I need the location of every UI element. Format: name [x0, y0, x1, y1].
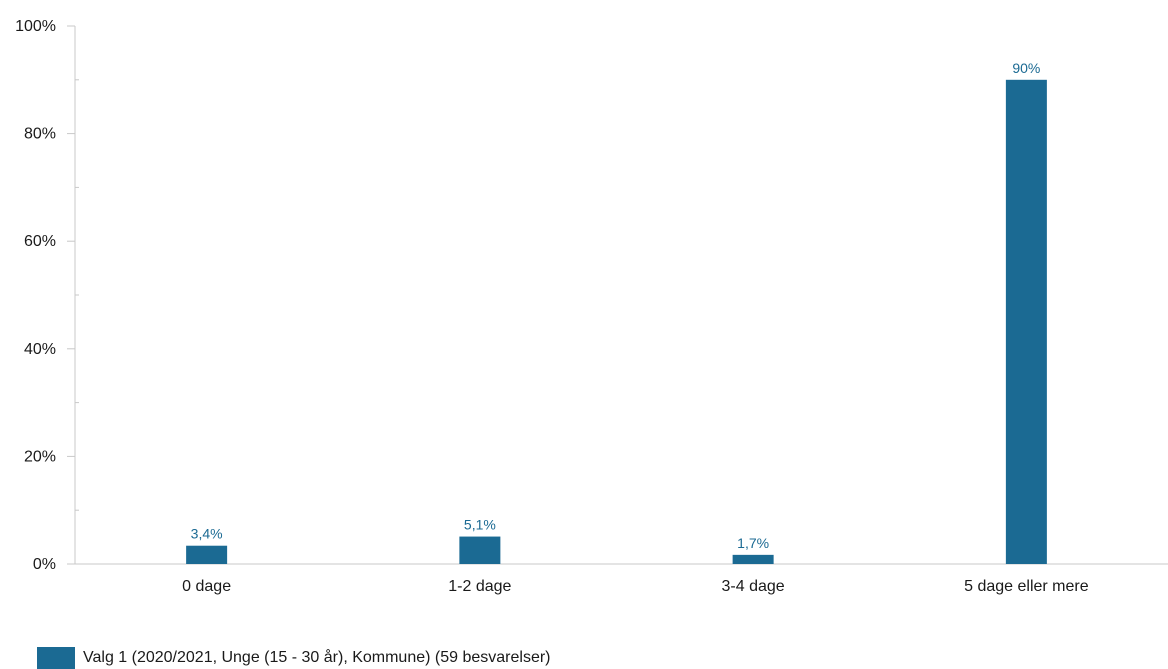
x-tick-label: 5 dage eller mere [964, 578, 1089, 595]
legend-swatch [37, 647, 75, 669]
y-tick-label: 20% [24, 448, 56, 465]
x-tick-label: 3-4 dage [722, 578, 785, 595]
bar [732, 554, 774, 564]
x-tick-label: 0 dage [182, 578, 231, 595]
chart-svg: 0% 20% 40% 60% 80% 100% 3,4% 0 dage 5,1% 1-2 dage… [15, 18, 1168, 595]
bar [459, 536, 501, 564]
y-tick-label: 0% [33, 556, 56, 573]
legend-label: Valg 1 (2020/2021, Unge (15 - 30 år), Ko… [83, 649, 551, 666]
y-tick-label: 100% [15, 18, 56, 35]
data-label: 5,1% [464, 517, 496, 533]
data-label: 90% [1012, 60, 1040, 76]
y-tick-label: 40% [24, 341, 56, 358]
legend: Valg 1 (2020/2021, Unge (15 - 30 år), Ko… [37, 647, 551, 669]
y-tick-label: 60% [24, 233, 56, 250]
x-tick-label: 1-2 dage [448, 578, 511, 595]
data-label: 3,4% [191, 526, 223, 542]
bar [186, 545, 228, 564]
y-tick-label: 80% [24, 126, 56, 143]
data-label: 1,7% [737, 535, 769, 551]
bar [1005, 79, 1047, 565]
